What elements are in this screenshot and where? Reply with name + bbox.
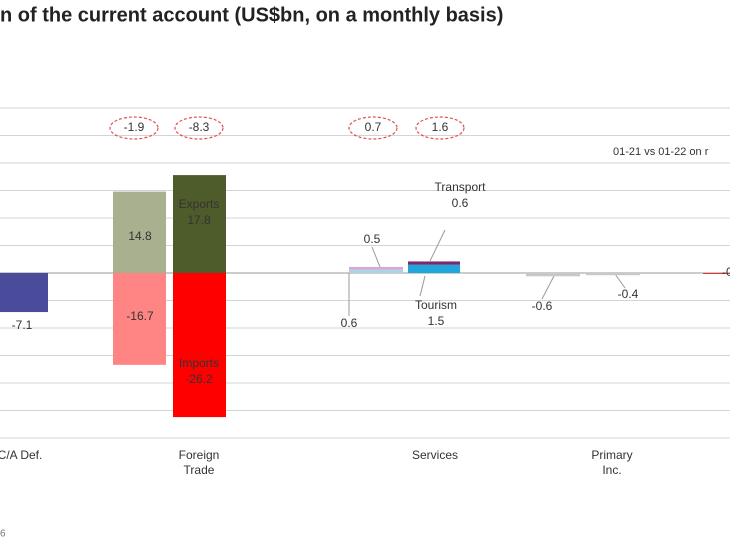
annotation: 0.7 [365, 120, 382, 134]
bar [408, 261, 460, 265]
x-tick-label: Foreign Trade [178, 448, 220, 477]
note: 01-21 vs 01-22 on r [613, 146, 709, 158]
value-label: -26.2 [185, 372, 213, 386]
bar [173, 175, 226, 273]
bar [408, 264, 460, 273]
footer: 6 [0, 529, 6, 540]
segment-label: Tourism [415, 298, 457, 312]
annotation: -8.3 [189, 120, 210, 134]
leader-line [429, 229, 446, 262]
value-label: -7.1 [12, 318, 33, 332]
x-tick-label: Primary Inc. [591, 448, 633, 477]
bar [349, 269, 403, 273]
bar [703, 273, 730, 274]
x-tick-label: Services [411, 448, 458, 462]
annotation: -1.9 [124, 120, 145, 134]
leader-line [614, 273, 626, 289]
segment-label: Exports [179, 197, 220, 211]
annotation-circle [415, 116, 465, 140]
value-label: -0.4 [618, 287, 639, 301]
leader-line [371, 246, 381, 268]
value-label: 0.6 [452, 196, 469, 210]
bar [113, 273, 166, 365]
value-label: -16.7 [126, 309, 154, 323]
leader-line [419, 275, 426, 297]
chart-title: n of the current account (US$bn, on a mo… [0, 4, 503, 26]
segment-label: Imports [179, 356, 219, 370]
annotation-circle [109, 116, 159, 140]
annotation: 1.6 [432, 120, 449, 134]
annotation-circle [174, 116, 224, 140]
bar [113, 191, 166, 273]
x-tick-label: C/A Def. [0, 448, 43, 462]
bar [526, 273, 580, 277]
leader-line [541, 273, 556, 300]
value-label: 0.6 [341, 316, 358, 330]
value-label: 0.5 [364, 232, 381, 246]
bar [0, 273, 48, 313]
annotation-circle [348, 116, 398, 140]
bar [173, 273, 226, 418]
value-label: 17.8 [187, 213, 211, 227]
value-label: -0.6 [532, 299, 553, 313]
bar [349, 266, 403, 270]
value-label: -0 [722, 265, 730, 279]
value-label: 1.5 [428, 314, 445, 328]
bar [586, 273, 640, 276]
segment-label: Transport [435, 180, 487, 194]
value-label: 14.8 [128, 229, 152, 243]
